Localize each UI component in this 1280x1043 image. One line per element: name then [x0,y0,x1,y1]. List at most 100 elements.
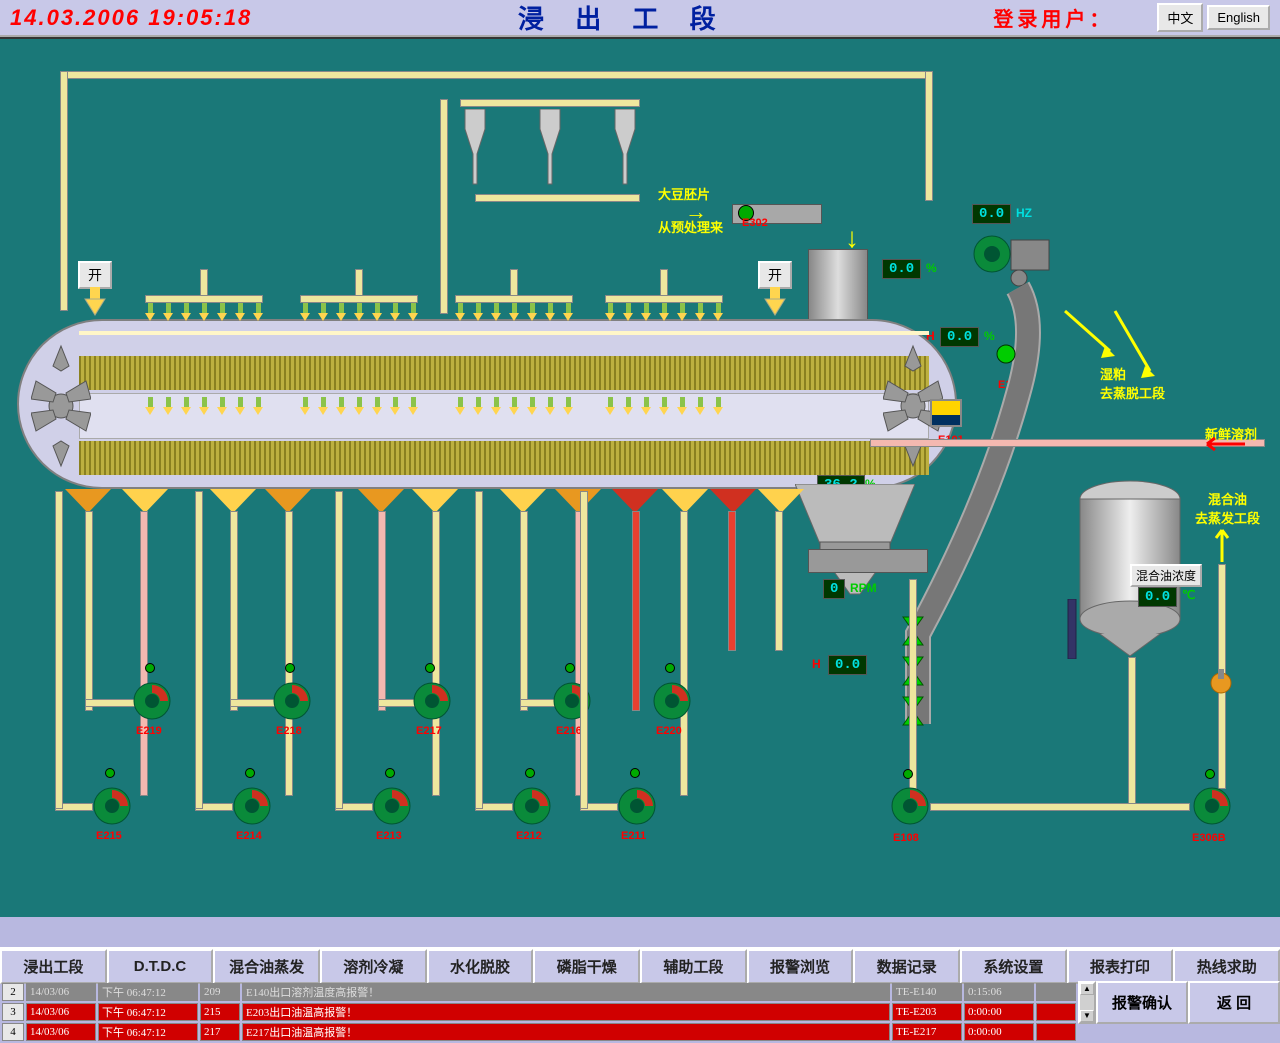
pipe [145,295,263,303]
pipe [455,295,573,303]
pump-label: E215 [96,830,122,842]
spray-nozzle [318,303,329,323]
arrow-left-icon [1195,437,1245,451]
status-indicator [903,769,913,779]
spray-nozzle [527,303,538,323]
drain-hopper [555,489,601,513]
back-button[interactable]: 返 回 [1188,981,1280,1024]
feed-drum [808,249,868,324]
drain-hopper [358,489,404,513]
lang-en-button[interactable]: English [1207,5,1270,30]
pump-label: E218 [276,725,302,737]
spray-nozzle [641,397,652,417]
header-bar: 14.03.2006 19:05:18 浸 出 工 段 登录用户： 中文 Eng… [0,0,1280,37]
e306b-label: E306B [1192,832,1226,844]
status-indicator [425,663,435,673]
nav-5[interactable]: 磷脂干燥 [533,949,640,984]
spray-nozzle [300,303,311,323]
spray-nozzle [509,397,520,417]
nav-1[interactable]: D.T.D.C [107,949,214,984]
spray-nozzle [605,303,616,323]
pipe [909,579,917,789]
alarm-row[interactable]: 314/03/06下午 06:47:12215E203出口油温高报警！TE-E2… [2,1003,1076,1021]
pipe [60,71,930,79]
spray-nozzle [408,303,419,323]
lang-cn-button[interactable]: 中文 [1157,3,1203,32]
nav-10[interactable]: 报表打印 [1067,949,1174,984]
spray-nozzle [181,303,192,323]
pipe [55,491,63,809]
status-indicator [145,663,155,673]
nav-3[interactable]: 溶剂冷凝 [320,949,427,984]
open-button-2[interactable]: 开 [758,261,792,289]
alarm-scrollbar[interactable]: ▲ ▼ [1078,981,1096,1024]
nav-6[interactable]: 辅助工段 [640,949,747,984]
spray-nozzle [545,303,556,323]
nav-8[interactable]: 数据记录 [853,949,960,984]
user-label: 登录用户： [993,3,1113,32]
meal-dtdc-label: 湿粕 去蒸脱工段 [1100,364,1165,402]
spray-nozzle [390,303,401,323]
spray-nozzle [659,303,670,323]
pump [90,784,134,828]
status-indicator [285,663,295,673]
readout-h2: 0.0 [828,655,867,675]
process-canvas: 大豆胚片 → 从预处理来 E302 ↓ 0.0 % 0.0 H % 0.0 HZ… [0,37,1280,917]
spray-nozzle [491,397,502,417]
spray-nozzle [545,397,556,417]
pump [270,679,314,723]
drain-pipe [85,511,93,711]
drain-hopper [758,489,804,513]
pipe [930,803,1190,811]
nav-0[interactable]: 浸出工段 [0,949,107,984]
pump-e306b [1190,784,1234,828]
pipe [335,491,343,809]
conveyor [808,549,928,573]
pump [130,679,174,723]
status-indicator [245,768,255,778]
status-indicator [105,768,115,778]
spray-nozzle [390,397,401,417]
spray-nozzle [677,397,688,417]
pump [230,784,274,828]
pipe [475,194,640,202]
nav-7[interactable]: 报警浏览 [747,949,854,984]
pipe [580,491,588,809]
readout-hz: 0.0 [972,204,1011,224]
spray-nozzle [354,397,365,417]
pump [615,784,659,828]
spray-nozzle [605,397,616,417]
spray-nozzle [145,303,156,323]
spray-nozzle [372,397,383,417]
e302-label: E302 [742,217,768,229]
nav-4[interactable]: 水化脱胶 [427,949,534,984]
spray-nozzle [695,303,706,323]
open-button-1[interactable]: 开 [78,261,112,289]
nav-9[interactable]: 系统设置 [960,949,1067,984]
drain-pipe [775,511,783,651]
spray-nozzle [473,397,484,417]
alarm-ack-button[interactable]: 报警确认 [1096,981,1188,1024]
readout-conc: 0.0 [1138,587,1177,607]
drain-hopper [412,489,458,513]
drain-pipe [680,511,688,796]
nav-2[interactable]: 混合油蒸发 [213,949,320,984]
alarm-row[interactable]: 214/03/06下午 06:47:12209E140出口溶剂温度高报警！TE-… [2,983,1076,1001]
arrow-up-icon [1212,522,1232,562]
spray-nozzle [527,397,538,417]
spray-nozzle [181,397,192,417]
nav-11[interactable]: 热线求助 [1173,949,1280,984]
spray-nozzle [199,397,210,417]
alarm-row[interactable]: 414/03/06下午 06:47:12217E217出口油温高报警！TE-E2… [2,1023,1076,1041]
drain-pipe [632,511,640,711]
spray-nozzle [641,303,652,323]
spray-nozzle [623,397,634,417]
spray-nozzle [163,303,174,323]
scroll-up-icon[interactable]: ▲ [1080,983,1094,995]
readout-rpm: 0 [823,579,845,599]
timestamp: 14.03.2006 19:05:18 [10,5,252,31]
hz-unit: HZ [1016,206,1032,220]
scroll-down-icon[interactable]: ▼ [1080,1010,1094,1022]
pump-label: E213 [376,830,402,842]
pipe [475,491,483,809]
